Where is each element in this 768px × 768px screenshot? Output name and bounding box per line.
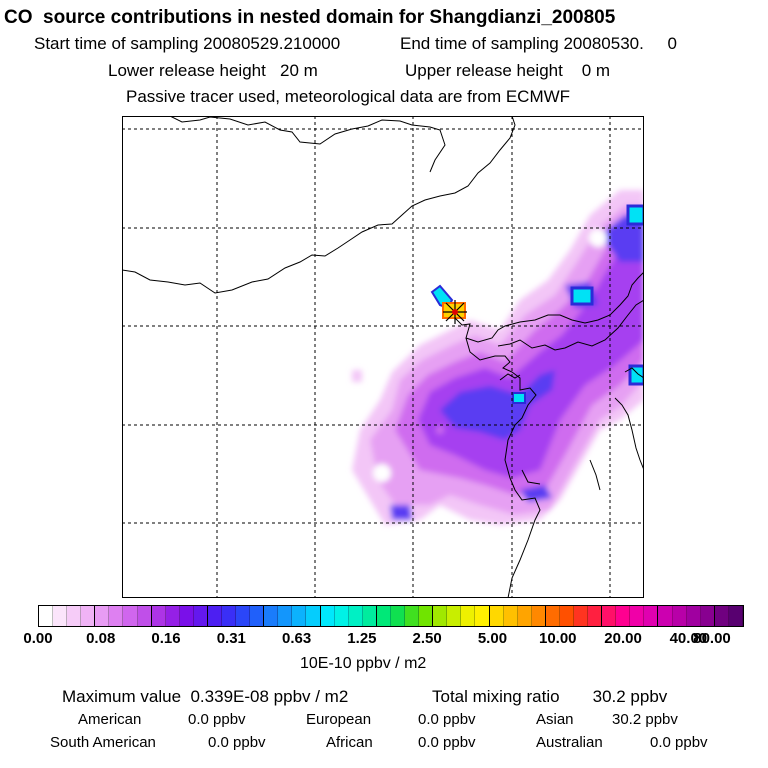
lower-release-label: Lower release height 20 m xyxy=(108,61,318,80)
colorbar-tick-label: 0.00 xyxy=(23,630,53,647)
colorbar-swatch xyxy=(278,606,293,626)
colorbar-swatch xyxy=(588,606,603,626)
colorbar-swatch xyxy=(714,606,729,626)
source-value: 0.0 ppbv xyxy=(418,734,476,751)
colorbar-swatch xyxy=(81,606,96,626)
colorbar-swatch xyxy=(348,606,363,626)
colorbar-swatch xyxy=(517,606,532,626)
source-value: 0.0 ppbv xyxy=(208,734,266,751)
source-value: 0.0 ppbv xyxy=(650,734,708,751)
colorbar-swatch xyxy=(447,606,462,626)
colorbar-tick-label: 40.00 xyxy=(669,630,708,647)
colorbar-swatch xyxy=(559,606,574,626)
colorbar-swatch xyxy=(264,606,279,626)
total-mixing-label: Total mixing ratio 30.2 ppbv xyxy=(432,687,668,706)
colorbar-tick-label: 0.31 xyxy=(216,630,246,647)
colorbar-tick-label: 0.16 xyxy=(151,630,181,647)
page-title: CO source contributions in nested domain… xyxy=(4,7,616,28)
colorbar-swatch xyxy=(433,606,448,626)
colorbar-tick-label: 1.25 xyxy=(347,630,377,647)
map-frame xyxy=(122,116,644,598)
colorbar-swatch xyxy=(137,606,152,626)
colorbar-swatch xyxy=(573,606,589,626)
star-icon xyxy=(443,300,467,324)
colorbar-swatch xyxy=(700,606,715,626)
colorbar-swatch xyxy=(728,606,743,626)
colorbar-swatch xyxy=(461,606,476,626)
colorbar-swatch xyxy=(207,606,223,626)
gridlines xyxy=(122,116,644,598)
source-name: South American xyxy=(50,734,156,751)
coastlines xyxy=(122,116,644,598)
colorbar-swatch xyxy=(419,606,434,626)
colorbar-tick-label: 20.00 xyxy=(604,630,642,647)
colorbar-swatch xyxy=(109,606,124,626)
tracer-note: Passive tracer used, meteorological data… xyxy=(126,87,571,106)
colorbar-swatch xyxy=(222,606,237,626)
colorbar-tick-label: 0.08 xyxy=(86,630,116,647)
colorbar-swatch xyxy=(123,606,138,626)
source-name: American xyxy=(78,711,142,728)
colorbar-tick-label: 2.50 xyxy=(412,630,442,647)
source-name: European xyxy=(306,711,372,728)
source-name: African xyxy=(326,734,373,751)
start-time-label: Start time of sampling 20080529.210000 xyxy=(34,34,341,53)
colorbar-tick-label: 10.00 xyxy=(538,630,577,647)
colorbar-swatch xyxy=(531,606,546,626)
colorbar-swatch xyxy=(250,606,265,626)
colorbar-swatch xyxy=(602,606,617,626)
colorbar-swatch xyxy=(236,606,251,626)
colorbar-swatch xyxy=(644,606,659,626)
colorbar-swatch xyxy=(390,606,406,626)
source-name: Australian xyxy=(536,734,603,751)
colorbar-swatch xyxy=(306,606,321,626)
colorbar-swatch xyxy=(503,606,518,626)
colorbar-swatch xyxy=(362,606,377,626)
colorbar-tick-label: 0.63 xyxy=(281,630,312,647)
colorbar-tick-label: 80.00 xyxy=(693,630,731,647)
colorbar-swatch xyxy=(630,606,645,626)
upper-release-label: Upper release height 0 m xyxy=(405,61,611,80)
colorbar-swatch xyxy=(686,606,701,626)
concentration-field xyxy=(352,190,644,525)
colorbar xyxy=(38,605,744,627)
colorbar-swatch xyxy=(616,606,631,626)
colorbar-swatch xyxy=(165,606,180,626)
colorbar-swatch xyxy=(320,606,335,626)
colorbar-tick-label: 5.00 xyxy=(477,630,508,647)
colorbar-swatch xyxy=(67,606,82,626)
source-value: 0.0 ppbv xyxy=(418,711,476,728)
colorbar-swatch xyxy=(292,606,307,626)
plume-blue xyxy=(440,370,555,440)
colorbar-swatch xyxy=(151,606,166,626)
colorbar-swatch xyxy=(53,606,68,626)
colorbar-swatch xyxy=(376,606,391,626)
colorbar-swatch xyxy=(39,606,54,626)
source-value: 30.2 ppbv xyxy=(612,711,678,728)
colorbar-swatch xyxy=(193,606,208,626)
colorbar-swatch xyxy=(489,606,504,626)
colorbar-swatch xyxy=(672,606,687,626)
colorbar-swatch xyxy=(334,606,349,626)
colorbar-swatch xyxy=(658,606,673,626)
source-value: 0.0 ppbv xyxy=(188,711,246,728)
colorbar-swatch xyxy=(475,606,490,626)
end-time-label: End time of sampling 20080530. 0 xyxy=(400,34,677,53)
colorbar-swatch xyxy=(405,606,420,626)
colorbar-swatch xyxy=(179,606,194,626)
map-panel xyxy=(122,116,644,598)
source-name: Asian xyxy=(536,711,574,728)
colorbar-swatch xyxy=(95,606,110,626)
colorbar-swatch xyxy=(545,606,560,626)
colorbar-unit: 10E-10 ppbv / m2 xyxy=(300,655,427,672)
max-value-label: Maximum value 0.339E-08 ppbv / m2 xyxy=(62,687,349,706)
high-concentration-spots xyxy=(430,204,644,404)
